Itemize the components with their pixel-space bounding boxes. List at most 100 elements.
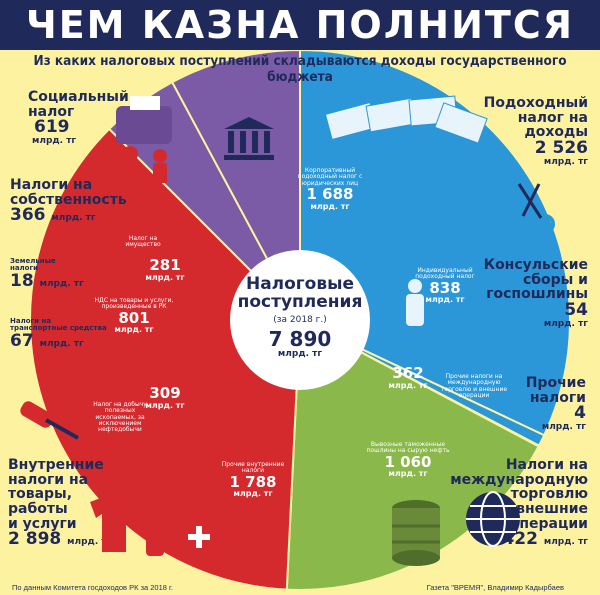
inner-other-trade: Прочие налоги на международную торговлю … xyxy=(436,373,512,399)
label-income: Подоходный налог на доходы 2 526 млрд. т… xyxy=(484,96,588,167)
inner-other-trade-value: 362 млрд. тг xyxy=(384,364,432,390)
corporate-name: Корпоративный подоходный налог с юридиче… xyxy=(297,167,363,187)
property-tax-value: 281 xyxy=(149,256,181,274)
internal-name-5: и услуги xyxy=(8,515,77,532)
individual-value: 838 xyxy=(429,278,461,297)
internal-unit: млрд. тг xyxy=(67,537,112,548)
pie-slice xyxy=(299,48,571,437)
land-name-2: налоги xyxy=(10,264,39,273)
income-unit: млрд. тг xyxy=(543,156,588,167)
consular-name-2: сборы и xyxy=(522,271,588,288)
corkscrew-icon xyxy=(20,401,79,440)
center-unit: млрд. тг xyxy=(277,349,323,360)
social-name-2: налог xyxy=(28,103,75,120)
individual-name: Индивидуальный подоходный налог xyxy=(415,267,475,281)
income-name-3: доходы xyxy=(524,124,588,141)
banknotes-icon xyxy=(324,95,488,144)
social-value-row: 619 xyxy=(34,118,129,137)
inner-corporate: Корпоративный подоходный налог с юридиче… xyxy=(290,167,370,211)
land-value-row: 18 млрд. тг xyxy=(10,270,84,291)
internal-name-4: работы xyxy=(8,501,68,518)
vat-unit: млрд. тг xyxy=(114,325,154,335)
export-oil-name: Вывозные таможенные пошлины на сырую неф… xyxy=(366,441,450,455)
corporate-unit: млрд. тг xyxy=(310,201,350,211)
trade-name-4: и внешние xyxy=(501,501,588,518)
trade-name-1: Налоги на xyxy=(505,457,588,473)
transport-value: 67 xyxy=(10,330,34,351)
person-icon xyxy=(406,279,424,326)
income-value: 2 526 xyxy=(534,138,588,159)
center-line-1: Налоговые xyxy=(245,274,355,294)
other-name-1: Прочие xyxy=(525,375,586,391)
inner-mining-value: 309 млрд. тг xyxy=(140,384,190,410)
social-unit: млрд. тг xyxy=(32,136,77,147)
label-social: Социальный налог 619 млрд. тг xyxy=(28,90,129,147)
label-property: Налоги на собственность 366 млрд. тг xyxy=(10,178,127,225)
property-tax-name: Налог на имущество xyxy=(125,235,161,249)
inner-individual: Индивидуальный подоходный налог 838 млрд… xyxy=(410,267,480,305)
inner-other-internal: Прочие внутренние налоги 1 788 млрд. тг xyxy=(218,461,288,499)
export-oil-unit: млрд. тг xyxy=(388,469,428,479)
consular-name-1: Консульские xyxy=(483,257,588,273)
page-subtitle: Из каких налоговых поступлений складываю… xyxy=(33,53,567,85)
center-line-2: поступления xyxy=(237,291,363,312)
globe-icon xyxy=(466,491,520,547)
footer-source: По данным Комитета госдоходов РК за 2018… xyxy=(12,583,173,592)
land-unit: млрд. тг xyxy=(39,278,84,289)
page-title: ЧЕМ КАЗНА ПОЛНИТСЯ xyxy=(0,0,600,50)
other-internal-unit: млрд. тг xyxy=(233,489,273,499)
center-total: 7 890 xyxy=(268,327,332,352)
income-name-2: налог на xyxy=(517,109,588,126)
transport-unit: млрд. тг xyxy=(39,338,84,349)
center-label: Налоговые поступления (за 2018 г.) 7 890… xyxy=(230,274,370,360)
property-name-1: Налоги на xyxy=(10,177,93,193)
internal-name-3: товары, xyxy=(8,486,73,503)
inner-export-oil: Вывозные таможенные пошлины на сырую неф… xyxy=(360,441,456,479)
trade-name-2: международную xyxy=(450,471,588,488)
transport-name-2: транспортные средства xyxy=(10,324,107,333)
goods-icons xyxy=(90,496,216,556)
pie-slice xyxy=(170,48,301,321)
inner-mining: Налог на добычу полезных ископаемых, за … xyxy=(84,401,156,433)
other-trade-value: 362 xyxy=(392,364,424,382)
other-name-2: налоги xyxy=(529,389,586,406)
corporate-value: 1 688 xyxy=(306,184,354,203)
trade-name-3: торговлю xyxy=(510,486,588,503)
label-trade: Налоги на международную торговлю и внешн… xyxy=(450,458,588,549)
label-consular: Консульские сборы и госпошлины 54 млрд. … xyxy=(484,258,588,329)
inner-property-tax-value: 281 млрд. тг xyxy=(132,256,198,282)
scissors-icon xyxy=(509,183,555,234)
land-value: 18 xyxy=(10,270,34,291)
center-circle xyxy=(230,250,370,390)
internal-value: 2 898 xyxy=(8,529,62,550)
oil-barrel-icon xyxy=(392,500,440,566)
land-name-1: Земельные xyxy=(10,257,56,265)
transport-value-row: 67 млрд. тг xyxy=(10,330,107,351)
inner-vat: НДС на товары и услуги, произведенные в … xyxy=(86,297,182,335)
label-transport: Налоги на транспортные средства 67 млрд.… xyxy=(10,317,107,351)
other-internal-name: Прочие внутренние налоги xyxy=(221,461,285,475)
internal-name-1: Внутренние xyxy=(8,457,104,473)
vat-name: НДС на товары и услуги, произведенные в … xyxy=(94,297,174,311)
mining-value: 309 xyxy=(149,384,181,402)
family-wallet-icon xyxy=(116,96,172,184)
inner-property-tax: Налог на имущество xyxy=(112,235,174,249)
label-internal: Внутренние налоги на товары, работы и ус… xyxy=(8,458,111,549)
label-other: Прочие налоги 4 млрд. тг xyxy=(526,376,586,433)
property-name-2: собственность xyxy=(10,191,127,208)
other-trade-unit: млрд. тг xyxy=(388,380,428,390)
footer-credit: Газета "ВРЕМЯ", Владимир Кадырбаев xyxy=(426,583,564,592)
property-value-row: 366 млрд. тг xyxy=(10,206,127,225)
property-unit: млрд. тг xyxy=(51,213,96,224)
consular-name-3: госпошлины xyxy=(486,286,588,303)
other-value: 4 xyxy=(574,403,586,424)
center-year: (за 2018 г.) xyxy=(273,314,327,325)
other-unit: млрд. тг xyxy=(541,422,586,433)
other-trade-name: Прочие налоги на международную торговлю … xyxy=(440,373,508,399)
consular-unit: млрд. тг xyxy=(543,318,588,329)
income-name-1: Подоходный xyxy=(483,95,588,111)
trade-unit: млрд. тг xyxy=(543,537,588,548)
individual-unit: млрд. тг xyxy=(425,295,465,305)
property-tax-unit: млрд. тг xyxy=(145,272,185,282)
